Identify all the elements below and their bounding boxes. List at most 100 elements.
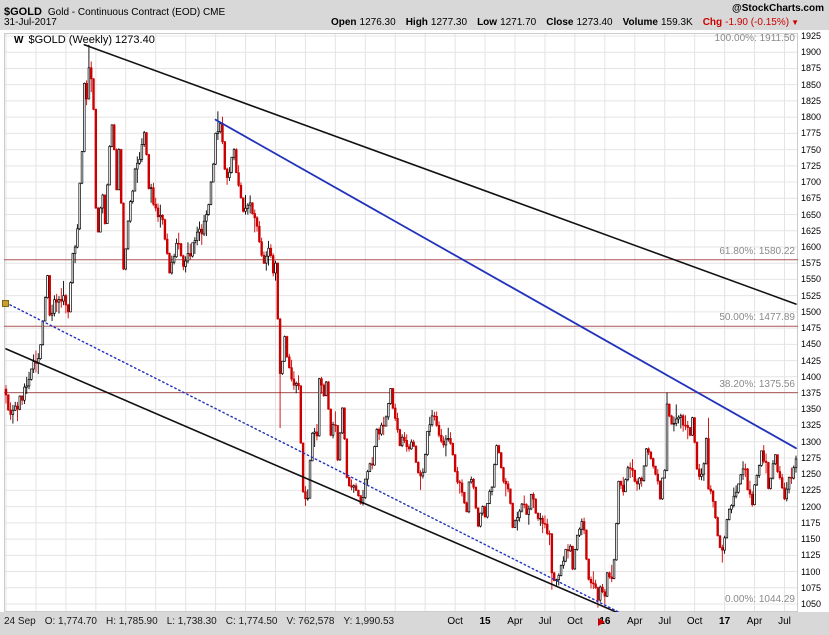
candle-body <box>389 388 392 404</box>
chart-type-icon: W <box>14 35 24 46</box>
candle-body <box>596 587 600 601</box>
y-axis-label: 1150 <box>801 534 821 545</box>
candle-body <box>437 424 441 436</box>
candle-body <box>265 255 268 264</box>
candle-body <box>672 422 676 425</box>
candle-body <box>251 202 254 214</box>
candle-body <box>391 388 395 409</box>
candle-body <box>39 344 42 359</box>
chart-series-label: W $GOLD (Weekly) 1273.40 <box>14 34 155 46</box>
y-axis-label: 1600 <box>801 241 822 252</box>
candle-body <box>359 495 362 504</box>
candle-body <box>371 463 374 466</box>
candle-body <box>711 490 715 502</box>
candle-body <box>702 463 706 475</box>
y-axis-label: 1775 <box>801 128 822 139</box>
candle-body <box>50 312 54 316</box>
candle-body <box>66 304 70 313</box>
stockcharts-watermark: @StockCharts.com <box>732 3 824 14</box>
candle-body <box>417 462 420 474</box>
candle-body <box>396 417 399 430</box>
y-axis-label: 1175 <box>801 517 821 528</box>
candle-body <box>350 485 353 488</box>
candle-body <box>762 450 765 462</box>
candle-body <box>578 528 581 536</box>
status-low: L: 1,738.30 <box>166 616 217 627</box>
candle-body <box>700 473 703 477</box>
candle-body <box>260 241 263 256</box>
candle-body <box>23 386 26 401</box>
candle-body <box>382 424 385 427</box>
candle-body <box>430 415 434 426</box>
y-axis-label: 1100 <box>801 566 821 577</box>
y-axis-label: 1050 <box>801 599 822 609</box>
candle-body <box>193 240 197 244</box>
candle-body <box>255 217 259 227</box>
candle-body <box>292 378 296 386</box>
candle-body <box>780 477 784 489</box>
candle-body <box>25 385 28 388</box>
candle-body <box>707 438 710 490</box>
candle-body <box>288 356 291 369</box>
candle-body <box>334 424 337 426</box>
x-axis-label: Jul <box>778 616 791 627</box>
candle-body <box>212 163 215 183</box>
candle-body <box>338 432 342 461</box>
candle-body <box>647 448 650 453</box>
candle-body <box>467 481 471 513</box>
quote-volume: Volume 159.3K <box>622 17 693 28</box>
candle-body <box>790 477 793 479</box>
candle-body <box>329 408 332 436</box>
candle-body <box>161 214 164 221</box>
candle-body <box>734 491 738 497</box>
candle-body <box>748 489 752 495</box>
candle-body <box>228 171 231 178</box>
symbol: $GOLD <box>4 6 42 18</box>
y-axis-label: 1900 <box>801 47 822 58</box>
candle-body <box>313 431 316 434</box>
y-axis-label: 1375 <box>801 388 822 399</box>
candle-body <box>428 424 431 432</box>
candle-body <box>398 429 402 446</box>
candle-body <box>642 465 646 482</box>
candle-body <box>670 415 673 425</box>
candle-body <box>543 523 547 525</box>
status-date: 24 Sep <box>4 616 36 627</box>
candle-body <box>755 475 759 486</box>
candle-body <box>622 484 625 493</box>
candle-body <box>552 572 556 581</box>
candle-body <box>175 242 178 258</box>
y-axis-label: 1125 <box>801 550 821 561</box>
candle-body <box>582 521 586 531</box>
candle-body <box>725 519 729 539</box>
candle-body <box>200 228 203 235</box>
candle-body <box>166 238 169 254</box>
candle-body <box>573 549 577 570</box>
y-axis-label: 1500 <box>801 306 822 317</box>
y-axis-label: 1350 <box>801 404 822 415</box>
x-axis-label: Apr <box>746 616 763 627</box>
candle-body <box>209 181 213 205</box>
candle-body <box>721 547 724 551</box>
quote-change: Chg -1.90 (-0.15%) ▼ <box>702 17 799 28</box>
candle-body <box>80 151 84 184</box>
candle-body <box>730 505 733 510</box>
candle-body <box>677 416 680 420</box>
candle-body <box>557 575 560 581</box>
candle-body <box>589 578 593 584</box>
y-axis-label: 1300 <box>801 436 822 447</box>
candle-body <box>633 469 636 482</box>
candle-body <box>776 454 779 472</box>
candle-body <box>704 438 708 465</box>
candle-body <box>276 262 279 320</box>
y-axis-label: 1425 <box>801 355 822 366</box>
candle-body <box>737 483 740 493</box>
candle-body <box>48 275 51 316</box>
candle-body <box>311 432 314 462</box>
candle-body <box>769 477 772 489</box>
candle-body <box>384 416 388 427</box>
candle-body <box>405 440 408 448</box>
candle-body <box>168 253 171 274</box>
candle-body <box>191 242 194 257</box>
candle-body <box>479 512 482 527</box>
